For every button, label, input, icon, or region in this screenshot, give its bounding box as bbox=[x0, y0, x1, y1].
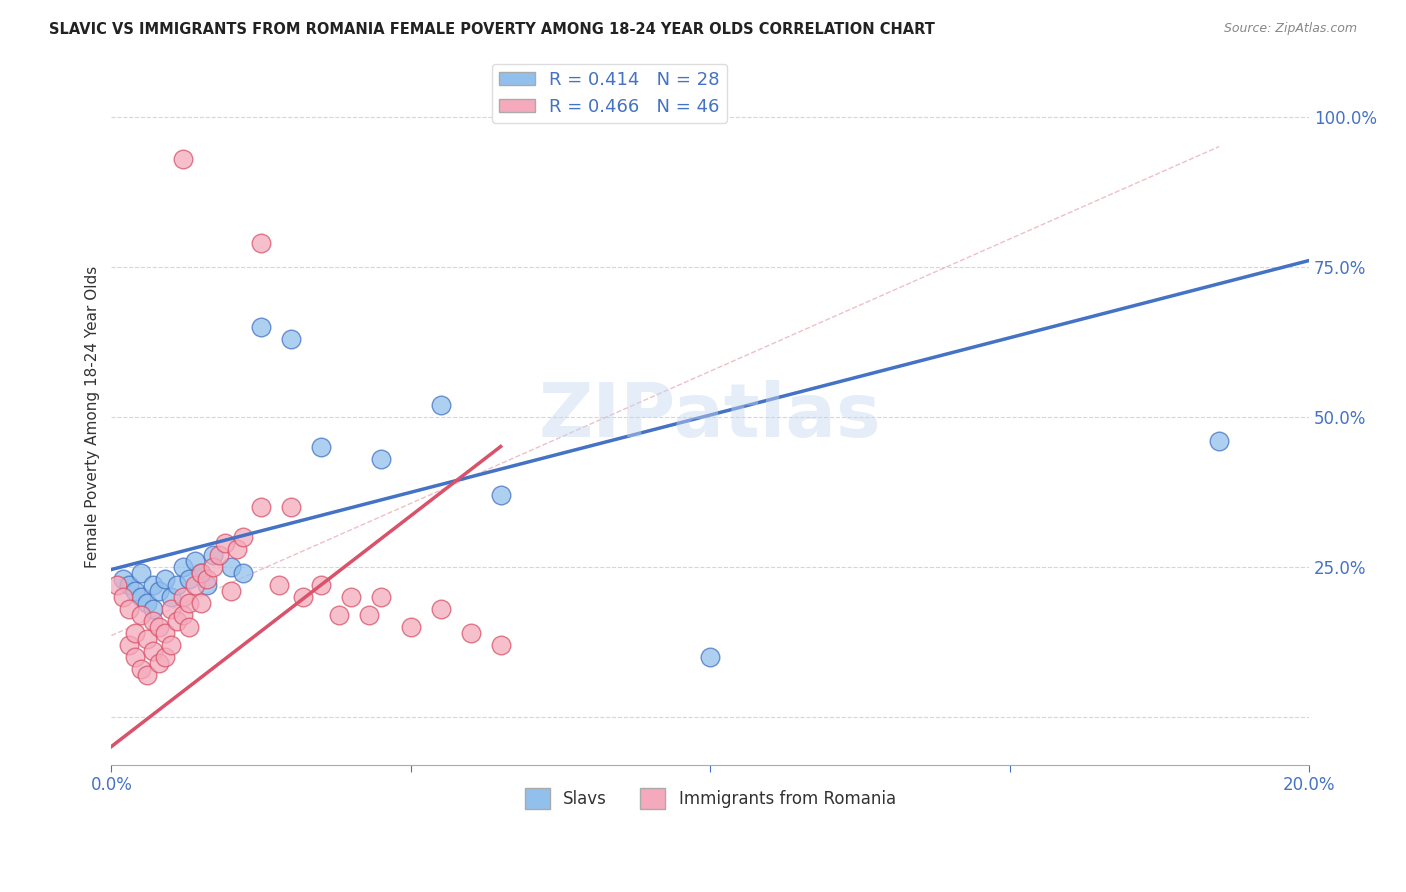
Point bbox=[166, 614, 188, 628]
Point bbox=[136, 667, 159, 681]
Point bbox=[155, 625, 177, 640]
Point bbox=[328, 607, 350, 622]
Point bbox=[1208, 434, 1230, 448]
Point bbox=[429, 601, 451, 615]
Point bbox=[202, 548, 225, 562]
Text: Source: ZipAtlas.com: Source: ZipAtlas.com bbox=[1223, 22, 1357, 36]
Point bbox=[280, 500, 302, 514]
Point bbox=[172, 590, 194, 604]
Point bbox=[214, 535, 236, 549]
Point bbox=[250, 319, 273, 334]
Point bbox=[489, 638, 512, 652]
Point bbox=[105, 577, 128, 591]
Point bbox=[370, 451, 392, 466]
Point bbox=[148, 619, 170, 633]
Point bbox=[155, 572, 177, 586]
Point bbox=[124, 583, 146, 598]
Point bbox=[309, 440, 332, 454]
Point bbox=[131, 607, 153, 622]
Point bbox=[232, 566, 254, 580]
Point bbox=[131, 661, 153, 675]
Point bbox=[124, 625, 146, 640]
Point bbox=[118, 601, 141, 615]
Point bbox=[190, 595, 212, 609]
Point bbox=[142, 577, 165, 591]
Point bbox=[399, 619, 422, 633]
Point bbox=[172, 607, 194, 622]
Point bbox=[250, 500, 273, 514]
Point bbox=[208, 548, 231, 562]
Point bbox=[179, 572, 201, 586]
Point bbox=[219, 559, 242, 574]
Point bbox=[160, 590, 183, 604]
Point bbox=[179, 595, 201, 609]
Point bbox=[112, 572, 135, 586]
Y-axis label: Female Poverty Among 18-24 Year Olds: Female Poverty Among 18-24 Year Olds bbox=[86, 266, 100, 567]
Point bbox=[190, 566, 212, 580]
Point bbox=[136, 595, 159, 609]
Point bbox=[190, 566, 212, 580]
Point bbox=[131, 566, 153, 580]
Point bbox=[136, 632, 159, 646]
Point bbox=[179, 619, 201, 633]
Point bbox=[267, 577, 290, 591]
Point bbox=[124, 649, 146, 664]
Point bbox=[219, 583, 242, 598]
Point bbox=[195, 577, 218, 591]
Point bbox=[226, 541, 249, 556]
Point bbox=[142, 601, 165, 615]
Point bbox=[131, 590, 153, 604]
Point bbox=[195, 572, 218, 586]
Point bbox=[155, 649, 177, 664]
Point bbox=[160, 638, 183, 652]
Point bbox=[357, 607, 380, 622]
Point bbox=[166, 577, 188, 591]
Point bbox=[309, 577, 332, 591]
Point bbox=[172, 559, 194, 574]
Point bbox=[340, 590, 363, 604]
Point bbox=[292, 590, 315, 604]
Point bbox=[148, 656, 170, 670]
Point bbox=[184, 553, 207, 567]
Point bbox=[699, 649, 721, 664]
Point bbox=[202, 559, 225, 574]
Point bbox=[460, 625, 482, 640]
Point bbox=[429, 397, 451, 411]
Point bbox=[142, 643, 165, 657]
Point bbox=[112, 590, 135, 604]
Point bbox=[280, 332, 302, 346]
Point bbox=[250, 235, 273, 250]
Point bbox=[232, 529, 254, 543]
Point bbox=[184, 577, 207, 591]
Legend: Slavs, Immigrants from Romania: Slavs, Immigrants from Romania bbox=[517, 781, 903, 815]
Text: ZIPatlas: ZIPatlas bbox=[538, 380, 882, 453]
Point bbox=[370, 590, 392, 604]
Point bbox=[489, 487, 512, 501]
Point bbox=[160, 601, 183, 615]
Point bbox=[142, 614, 165, 628]
Point bbox=[148, 583, 170, 598]
Point bbox=[172, 152, 194, 166]
Point bbox=[118, 577, 141, 591]
Point bbox=[118, 638, 141, 652]
Text: SLAVIC VS IMMIGRANTS FROM ROMANIA FEMALE POVERTY AMONG 18-24 YEAR OLDS CORRELATI: SLAVIC VS IMMIGRANTS FROM ROMANIA FEMALE… bbox=[49, 22, 935, 37]
